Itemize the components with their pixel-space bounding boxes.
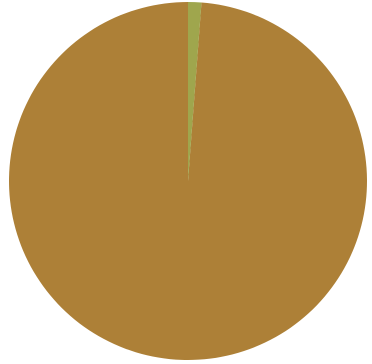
pie-slice-2	[188, 2, 202, 181]
pie-slices	[9, 2, 368, 360]
pie-slice-1	[9, 2, 368, 360]
